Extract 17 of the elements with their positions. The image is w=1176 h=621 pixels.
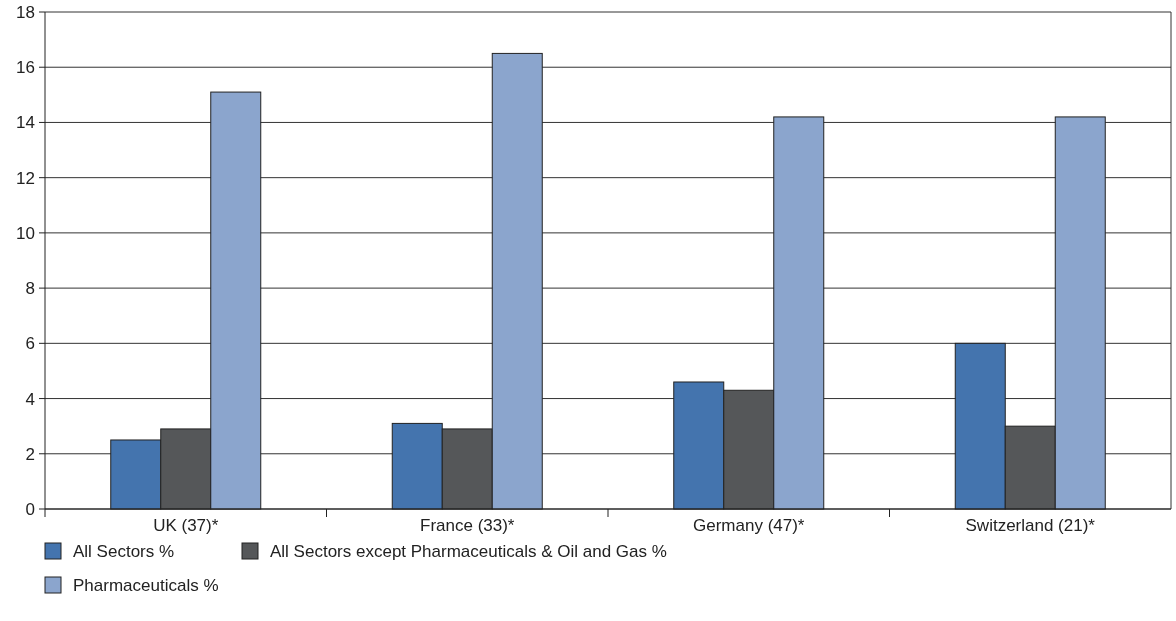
x-tick-label: Germany (47)* bbox=[693, 516, 805, 535]
y-tick-label: 0 bbox=[25, 499, 35, 519]
y-tick-label: 14 bbox=[16, 113, 35, 133]
x-tick-label: UK (37)* bbox=[153, 516, 219, 535]
y-tick-label: 18 bbox=[16, 2, 35, 22]
x-tick-label: France (33)* bbox=[420, 516, 515, 535]
y-tick-label: 6 bbox=[25, 334, 35, 354]
x-tick-label: Switzerland (21)* bbox=[965, 516, 1096, 535]
legend-label: All Sectors except Pharmaceuticals & Oil and Gas % bbox=[270, 541, 667, 561]
y-tick-label: 10 bbox=[16, 223, 35, 243]
legend-label: All Sectors % bbox=[73, 541, 175, 561]
y-tick-label: 8 bbox=[25, 279, 35, 299]
y-tick-label: 12 bbox=[16, 168, 35, 188]
y-tick-label: 2 bbox=[25, 444, 35, 464]
y-tick-label: 4 bbox=[25, 389, 35, 409]
legend-label: Pharmaceuticals % bbox=[73, 575, 219, 595]
y-tick-label: 16 bbox=[16, 58, 35, 78]
